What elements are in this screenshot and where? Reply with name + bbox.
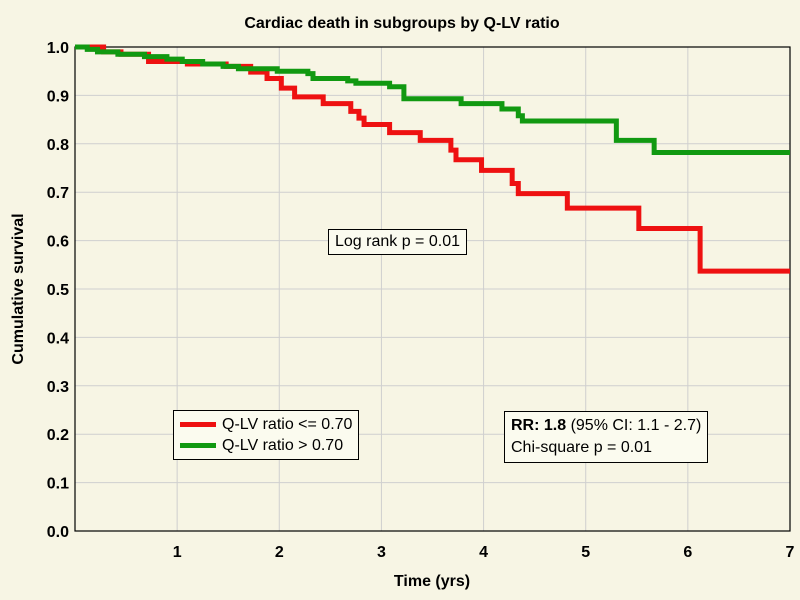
y-tick-label: 0.3 <box>47 379 69 396</box>
series-layer <box>75 44 790 274</box>
y-tick-label: 0.9 <box>47 88 69 105</box>
x-tick-label: 2 <box>275 544 284 561</box>
rr-ci: (95% CI: 1.1 - 2.7) <box>566 417 702 434</box>
logrank-annotation: Log rank p = 0.01 <box>328 229 467 255</box>
series-line-1 <box>75 44 790 156</box>
y-tick-label: 0.7 <box>47 185 69 202</box>
rr-line: RR: 1.8 (95% CI: 1.1 - 2.7) <box>511 415 701 437</box>
legend-swatch-red <box>180 422 216 427</box>
legend: Q-LV ratio <= 0.70 Q-LV ratio > 0.70 <box>173 410 360 460</box>
legend-swatch-green <box>180 443 216 448</box>
y-tick-label: 0.0 <box>47 524 69 541</box>
logrank-text: Log rank p = 0.01 <box>335 233 460 250</box>
stats-annotation: RR: 1.8 (95% CI: 1.1 - 2.7) Chi-square p… <box>504 411 709 463</box>
y-tick-label: 0.6 <box>47 234 69 251</box>
x-tick-label: 4 <box>479 544 488 561</box>
x-tick-label: 3 <box>377 544 386 561</box>
x-tick-label: 1 <box>173 544 182 561</box>
x-axis-label: Time (yrs) <box>394 573 470 590</box>
chisq-line: Chi-square p = 0.01 <box>511 439 652 456</box>
x-tick-label: 7 <box>786 544 795 561</box>
y-tick-label: 0.4 <box>47 330 69 347</box>
rr-label: RR: 1.8 <box>511 417 567 434</box>
legend-item-red: Q-LV ratio <= 0.70 <box>180 414 352 435</box>
y-axis-label: Cumulative survival <box>10 213 27 364</box>
y-tick-label: 1.0 <box>47 40 69 57</box>
x-tick-label: 5 <box>581 544 590 561</box>
legend-label-red: Q-LV ratio <= 0.70 <box>222 415 353 433</box>
y-tick-label: 0.1 <box>47 476 69 493</box>
legend-item-green: Q-LV ratio > 0.70 <box>180 435 352 456</box>
tick-labels: 1 2 3 4 5 6 7 0.0 0.1 0.2 0.3 0.4 0.5 0.6 0.7 0.8 0.9 1.0 <box>47 40 795 561</box>
legend-label-green: Q-LV ratio > 0.70 <box>222 436 344 454</box>
chart-title: Cardiac death in subgroups by Q-LV ratio <box>244 15 560 32</box>
y-tick-label: 0.2 <box>47 427 69 444</box>
y-tick-label: 0.8 <box>47 137 69 154</box>
x-tick-label: 6 <box>683 544 692 561</box>
y-tick-label: 0.5 <box>47 282 69 299</box>
plot-frame <box>74 46 791 532</box>
